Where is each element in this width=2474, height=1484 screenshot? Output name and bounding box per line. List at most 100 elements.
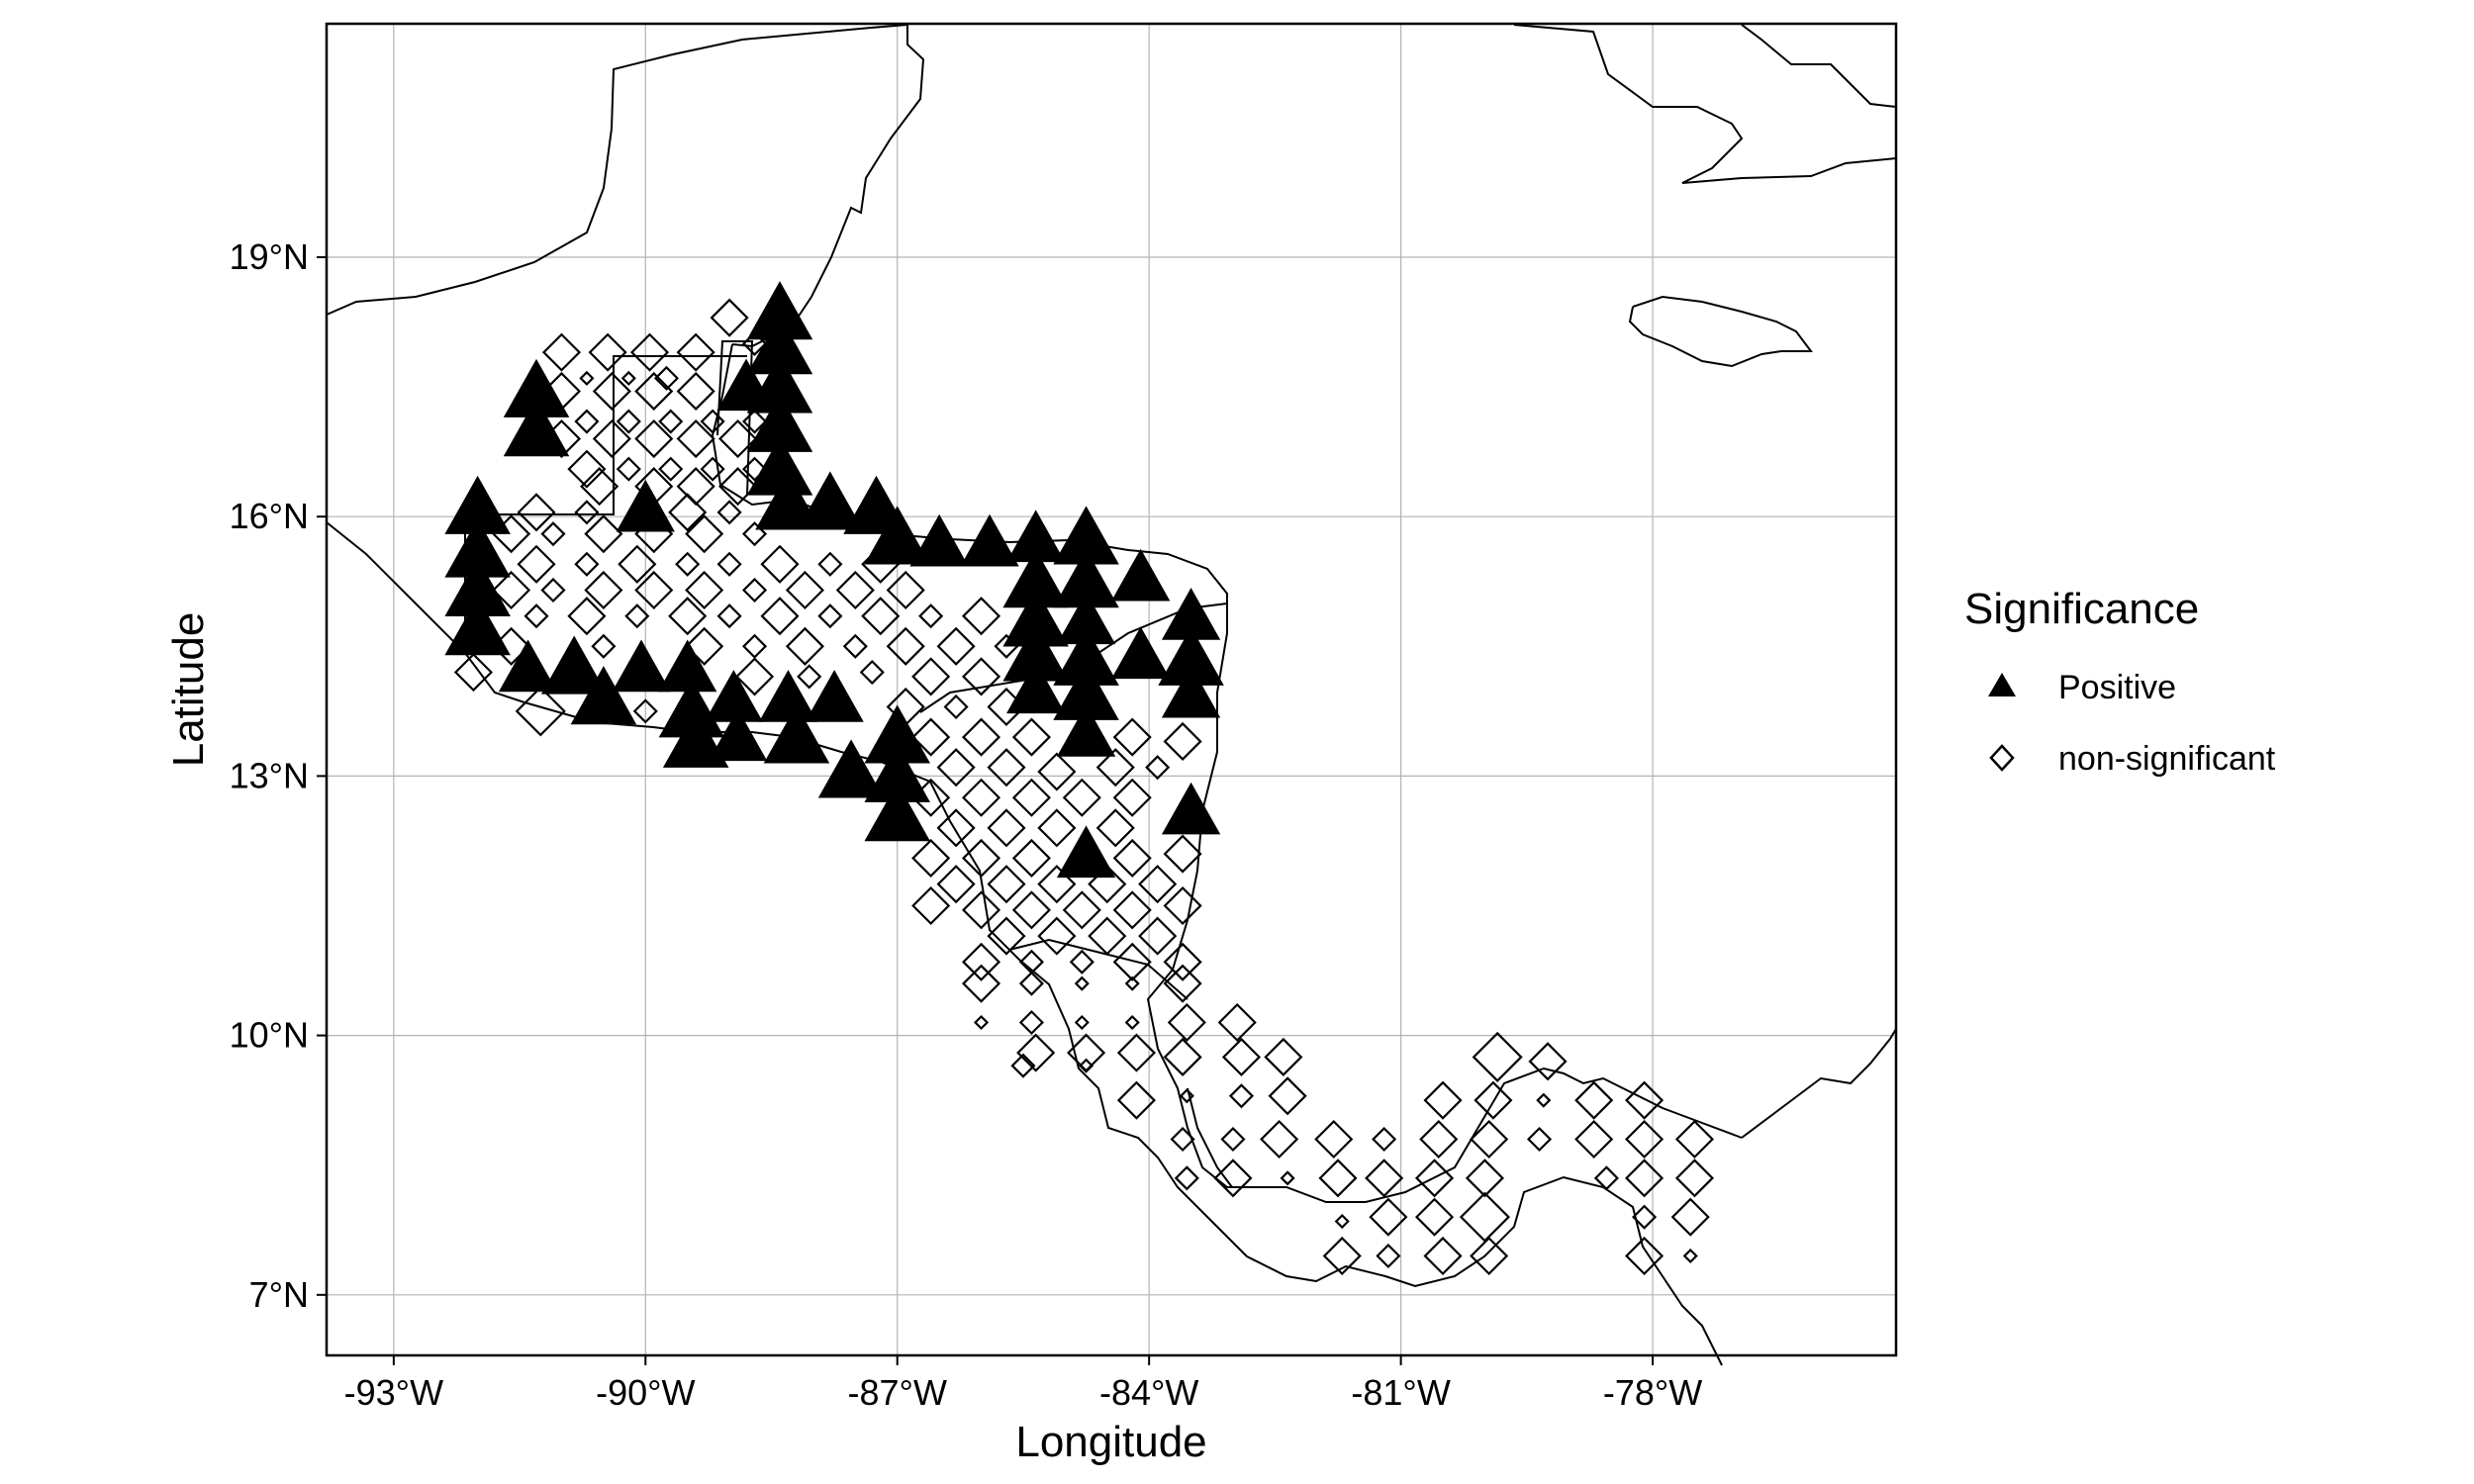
non-significant-diamond-marker: [741, 521, 768, 547]
non-significant-diamond-marker: [961, 964, 1001, 1003]
y-tick-label: 10°N: [230, 1015, 309, 1056]
non-significant-diamond-marker: [973, 1014, 990, 1031]
non-significant-diamond-marker: [918, 603, 944, 629]
non-significant-diamond-marker: [987, 865, 1026, 904]
y-tick-label: 19°N: [230, 236, 309, 277]
non-significant-diamond-marker: [1011, 717, 1051, 757]
plot-panel-border: [325, 22, 1898, 1357]
non-significant-diamond-marker: [961, 657, 1001, 696]
non-significant-diamond-marker: [911, 838, 951, 878]
non-significant-diamond-marker: [1528, 1042, 1568, 1081]
non-significant-diamond-marker: [1221, 1037, 1262, 1077]
x-tick-label: -81°W: [1351, 1372, 1450, 1413]
non-significant-diamond-marker: [961, 717, 1001, 757]
non-significant-diamond-marker: [760, 597, 800, 636]
non-significant-diamond-marker: [574, 409, 600, 434]
non-significant-diamond-marker: [1474, 1080, 1513, 1120]
non-significant-diamond-marker: [685, 514, 724, 554]
non-significant-diamond-marker: [1112, 778, 1152, 817]
non-significant-diamond-marker: [886, 570, 925, 610]
non-significant-diamond-marker: [936, 808, 976, 848]
non-significant-diamond-marker: [716, 500, 742, 525]
positive-triangle-marker: [444, 597, 511, 656]
non-significant-diamond-marker: [716, 551, 742, 577]
non-significant-diamond-marker: [567, 449, 607, 489]
non-significant-diamond-marker: [718, 418, 758, 459]
non-significant-diamond-marker: [1138, 916, 1178, 956]
non-significant-diamond-marker: [700, 456, 725, 482]
non-significant-diamond-marker: [1145, 755, 1171, 781]
non-significant-diamond-marker: [961, 838, 1001, 878]
non-significant-diamond-marker: [1674, 1159, 1715, 1198]
non-significant-diamond-marker: [1018, 1009, 1044, 1036]
non-significant-diamond-marker: [1625, 1236, 1665, 1276]
non-significant-diamond-marker: [1138, 865, 1178, 904]
non-significant-diamond-marker: [817, 551, 843, 577]
legend: Significance Positive non-significant: [1964, 585, 2276, 778]
non-significant-diamond-marker: [718, 467, 758, 507]
non-significant-diamond-marker: [1037, 752, 1077, 791]
non-significant-diamond-marker: [911, 717, 951, 757]
non-significant-diamond-marker: [1682, 1248, 1698, 1264]
non-significant-diamond-marker: [1625, 1159, 1665, 1198]
non-significant-diamond-marker: [987, 916, 1026, 956]
non-significant-diamond-marker: [1163, 964, 1202, 1003]
positive-triangle-marker: [1111, 626, 1171, 680]
non-significant-diamond-marker: [741, 330, 768, 356]
non-significant-diamond-marker: [987, 748, 1026, 788]
non-significant-diamond-marker: [676, 332, 715, 372]
non-significant-diamond-marker: [1574, 1119, 1614, 1159]
non-significant-diamond-marker: [1062, 778, 1101, 817]
non-significant-diamond-marker: [1593, 1165, 1619, 1191]
non-significant-diamond-marker: [676, 418, 715, 459]
positive-triangle-marker: [658, 639, 717, 693]
border-belize-guatemala: [716, 340, 754, 496]
legend-title: Significance: [1964, 585, 2199, 633]
non-significant-diamond-marker: [658, 456, 684, 482]
non-significant-diamond-marker: [1088, 916, 1127, 956]
positive-triangle-marker: [909, 513, 969, 567]
positive-triangle-marker: [708, 708, 768, 762]
non-significant-diamond-marker: [734, 657, 775, 696]
non-significant-diamond-marker: [1268, 1076, 1307, 1116]
non-significant-diamond-marker: [592, 418, 631, 459]
y-tick-label: 7°N: [249, 1274, 309, 1315]
non-significant-diamond-marker: [1124, 1014, 1140, 1031]
non-significant-diamond-marker: [911, 885, 951, 926]
non-significant-diamond-marker: [716, 603, 742, 629]
non-significant-diamond-marker: [1163, 834, 1202, 874]
non-significant-diamond-marker: [1095, 748, 1135, 788]
coastline-cuba: [1513, 24, 1897, 184]
coastline-central-america-caribbean: [791, 499, 1743, 1203]
non-significant-diamond-marker: [817, 603, 843, 629]
non-significant-diamond-marker: [453, 652, 493, 693]
non-significant-diamond-marker: [1163, 885, 1202, 926]
non-significant-diamond-marker: [1365, 1159, 1404, 1198]
non-significant-diamond-marker: [1088, 865, 1127, 904]
non-significant-diamond-marker: [842, 633, 868, 659]
coastline-south-america: [1741, 960, 1897, 1139]
non-significant-diamond-marker: [961, 778, 1001, 817]
non-significant-diamond-marker: [760, 544, 800, 584]
border-costarica-panama: [1187, 1087, 1233, 1188]
non-significant-diamond-marker: [1419, 1119, 1459, 1159]
x-tick-label: -87°W: [848, 1372, 947, 1413]
non-significant-diamond-marker: [618, 544, 657, 584]
x-tick-label: -78°W: [1603, 1372, 1702, 1413]
non-significant-diamond-marker: [492, 570, 531, 610]
non-significant-diamond-marker: [1574, 1080, 1614, 1120]
non-significant-diamond-marker: [658, 409, 684, 434]
positive-triangle-marker: [864, 506, 930, 565]
positive-triangle-marker: [864, 783, 930, 842]
non-significant-diamond-marker: [1016, 1033, 1056, 1072]
non-significant-diamond-marker: [1112, 890, 1152, 930]
non-significant-diamond-marker: [1674, 1119, 1715, 1159]
non-significant-diamond-marker: [1260, 1119, 1299, 1159]
legend-label-positive: Positive: [2058, 669, 2176, 706]
non-significant-diamond-marker: [861, 597, 901, 636]
non-significant-diamond-marker: [634, 371, 674, 412]
non-significant-diamond-marker: [1174, 1165, 1199, 1191]
positive-triangle-marker: [612, 639, 671, 693]
non-significant-diamond-marker: [1470, 1236, 1509, 1276]
positive-triangle-marker: [662, 708, 729, 768]
